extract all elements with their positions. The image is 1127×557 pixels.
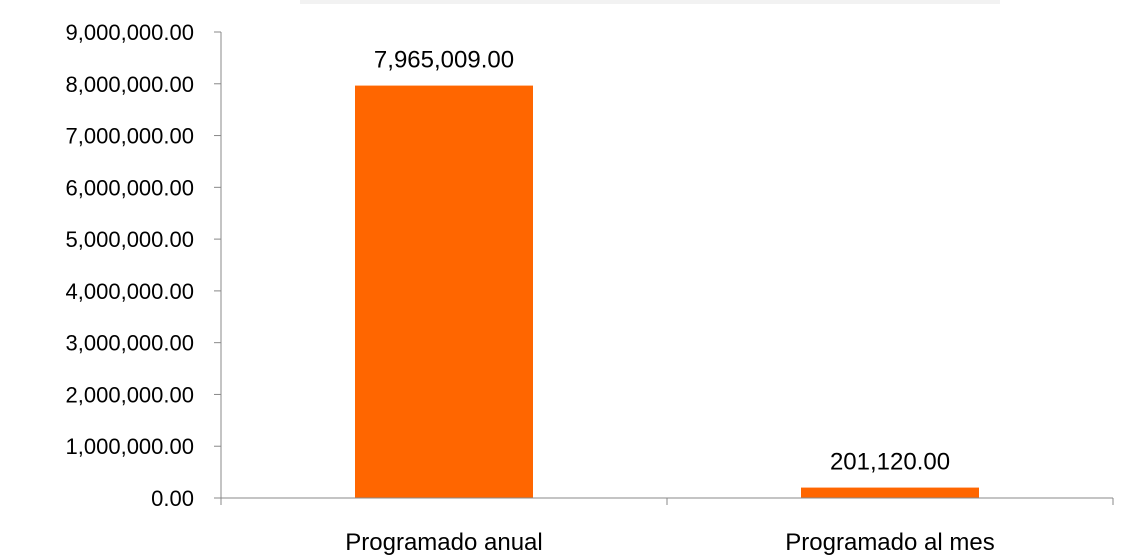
bar bbox=[801, 487, 979, 498]
y-tick-label: 2,000,000.00 bbox=[66, 382, 194, 407]
y-tick-label: 9,000,000.00 bbox=[66, 20, 194, 45]
y-tick-label: 1,000,000.00 bbox=[66, 434, 194, 459]
x-category-label: Programado al mes bbox=[785, 529, 994, 556]
y-tick-label: 7,000,000.00 bbox=[66, 124, 194, 149]
bars-group bbox=[355, 85, 979, 498]
bar bbox=[355, 85, 533, 498]
y-tick-label: 8,000,000.00 bbox=[66, 72, 194, 97]
bar-data-label: 7,965,009.00 bbox=[374, 47, 514, 74]
y-tick-label: 4,000,000.00 bbox=[66, 279, 194, 304]
y-tick-label: 6,000,000.00 bbox=[66, 175, 194, 200]
y-tick-label: 5,000,000.00 bbox=[66, 227, 194, 252]
y-axis-tick-labels: 0.00 1,000,000.00 2,000,000.00 3,000,000.00… bbox=[66, 20, 194, 511]
chart-title-strip bbox=[300, 0, 1000, 4]
bar-data-label: 201,120.00 bbox=[830, 449, 950, 476]
x-axis-category-labels: Programado anual Programado al mes bbox=[345, 529, 994, 556]
data-labels-group: 7,965,009.00 201,120.00 bbox=[374, 47, 950, 476]
x-category-label: Programado anual bbox=[345, 529, 542, 556]
axes-group bbox=[214, 31, 1114, 505]
y-tick-label: 0.00 bbox=[151, 486, 194, 511]
y-tick-label: 3,000,000.00 bbox=[66, 331, 194, 356]
